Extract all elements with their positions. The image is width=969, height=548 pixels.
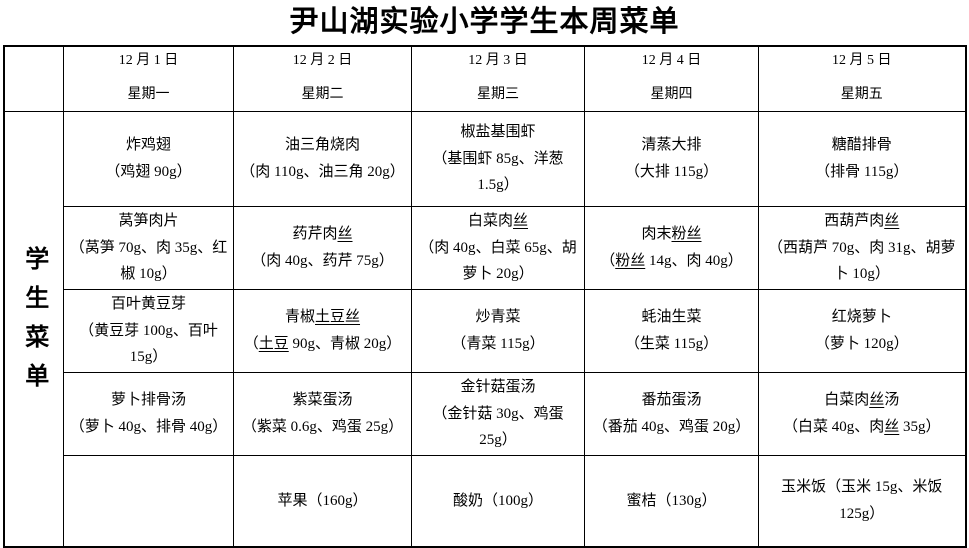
- day-header-friday: 12 月 5 日 星期五: [758, 45, 966, 112]
- dish-name: 苹果（160g）: [277, 492, 368, 509]
- dish-detail: （肉 40g、白菜 65g、胡萝卜 20g）: [419, 239, 577, 283]
- dish-detail: （黄豆芽 100g、百叶 15g）: [79, 322, 218, 366]
- dish-detail: （大排 115g）: [624, 163, 719, 180]
- menu-cell: 玉米饭（玉米 15g、米饭 125g）: [758, 455, 966, 548]
- dish-name: 药芹肉丝: [292, 226, 353, 243]
- menu-cell: 青椒土豆丝 （土豆 90g、青椒 20g）: [233, 288, 412, 374]
- weekday-label: 星期二: [301, 87, 344, 103]
- menu-cell: 金针菇蛋汤 （金针菇 30g、鸡蛋 25g）: [411, 372, 585, 457]
- menu-cell: 糖醋排骨 （排骨 115g）: [758, 110, 966, 207]
- weekday-label: 星期五: [840, 87, 883, 103]
- day-header-tuesday: 12 月 2 日 星期二: [233, 45, 412, 112]
- dish-name: 蜜桔（130g）: [626, 492, 717, 509]
- table-row-dish-3: 百叶黄豆芽 （黄豆芽 100g、百叶 15g） 青椒土豆丝 （土豆 90g、青椒…: [4, 288, 966, 374]
- day-header-wednesday: 12 月 3 日 星期三: [411, 45, 585, 112]
- dish-detail: （生菜 115g）: [624, 335, 719, 352]
- dish-name: 番茄蛋汤: [641, 392, 702, 409]
- menu-cell: 莴笋肉片 （莴笋 70g、肉 35g、红椒 10g）: [63, 205, 234, 290]
- table-header-row: 12 月 1 日 星期一 12 月 2 日 星期二 12 月 3 日 星期三 1…: [3, 45, 966, 112]
- menu-cell: 萝卜排骨汤 （萝卜 40g、排骨 40g）: [63, 372, 234, 457]
- menu-cell: 白菜肉丝汤 （白菜 40g、肉丝 35g）: [758, 372, 966, 457]
- dish-name: 蚝油生菜: [641, 309, 702, 326]
- weekday-label: 星期四: [650, 87, 693, 103]
- menu-cell: 白菜肉丝 （肉 40g、白菜 65g、胡萝卜 20g）: [411, 205, 585, 290]
- dish-name: 白菜肉丝汤: [824, 392, 900, 409]
- menu-cell: 番茄蛋汤 （番茄 40g、鸡蛋 20g）: [584, 372, 759, 457]
- weekday-label: 星期三: [477, 87, 519, 103]
- table-row-dish-2: 莴笋肉片 （莴笋 70g、肉 35g、红椒 10g） 药芹肉丝 （肉 40g、药…: [4, 205, 966, 290]
- dish-name: 椒盐基围虾: [460, 123, 536, 140]
- date-label: 12 月 5 日: [832, 53, 892, 69]
- dish-name: 玉米饭（玉米 15g、米饭 125g）: [781, 479, 943, 523]
- side-header-cell: 学生菜单: [3, 110, 64, 548]
- dish-name: 金针菇蛋汤: [460, 379, 536, 396]
- menu-cell: 炸鸡翅 （鸡翅 90g）: [63, 110, 234, 207]
- menu-cell: 酸奶（100g）: [411, 455, 585, 548]
- menu-cell: [63, 455, 234, 548]
- menu-cell: 紫菜蛋汤 （紫菜 0.6g、鸡蛋 25g）: [233, 372, 412, 457]
- dish-detail: （番茄 40g、鸡蛋 20g）: [592, 419, 751, 436]
- dish-name: 青椒土豆丝: [284, 309, 361, 326]
- dish-name: 百叶黄豆芽: [110, 295, 186, 312]
- weekly-menu-table: 12 月 1 日 星期一 12 月 2 日 星期二 12 月 3 日 星期三 1…: [2, 44, 967, 548]
- dish-name: 糖醋排骨: [831, 137, 892, 154]
- dish-detail: （萝卜 40g、排骨 40g）: [69, 419, 228, 436]
- dish-name: 炸鸡翅: [125, 137, 171, 154]
- dish-name: 西葫芦肉丝: [824, 212, 900, 229]
- table-row-fruit: 苹果（160g） 酸奶（100g） 蜜桔（130g） 玉米饭（玉米 15g、米饭…: [4, 455, 966, 548]
- day-header-thursday: 12 月 4 日 星期四: [584, 45, 759, 112]
- dish-detail: （西葫芦 70g、肉 31g、胡萝卜 10g）: [767, 239, 956, 283]
- dish-detail: （青菜 115g）: [451, 335, 545, 352]
- dish-name: 白菜肉丝: [467, 212, 529, 229]
- side-label: 学生菜单: [20, 246, 47, 403]
- menu-cell: 红烧萝卜 （萝卜 120g）: [758, 288, 966, 374]
- dish-name: 莴笋肉片: [118, 212, 179, 229]
- weekday-label: 星期一: [127, 87, 170, 103]
- dish-detail: （肉 40g、药芹 75g）: [251, 252, 394, 269]
- table-row-dish-1: 学生菜单 炸鸡翅 （鸡翅 90g） 油三角烧肉 （肉 110g、油三角 20g）…: [3, 110, 966, 548]
- dish-detail: （莴笋 70g、肉 35g、红椒 10g）: [69, 239, 228, 283]
- dish-detail: （肉 110g、油三角 20g）: [240, 163, 405, 180]
- menu-cell: 肉末粉丝 （粉丝 14g、肉 40g）: [584, 205, 759, 290]
- dish-detail: （基围虾 85g、洋葱 1.5g）: [432, 150, 564, 194]
- dish-name: 红烧萝卜: [831, 309, 892, 326]
- day-header-monday: 12 月 1 日 星期一: [63, 45, 234, 112]
- menu-cell: 蚝油生菜 （生菜 115g）: [584, 288, 759, 374]
- dish-name: 萝卜排骨汤: [110, 392, 186, 409]
- dish-name: 油三角烧肉: [284, 137, 360, 154]
- date-label: 12 月 3 日: [468, 53, 528, 69]
- menu-cell: 百叶黄豆芽 （黄豆芽 100g、百叶 15g）: [63, 288, 234, 374]
- dish-detail: （土豆 90g、青椒 20g）: [243, 335, 402, 352]
- dish-name: 炒青菜: [475, 309, 521, 326]
- date-label: 12 月 4 日: [641, 53, 702, 69]
- table-row-dish-4: 萝卜排骨汤 （萝卜 40g、排骨 40g） 紫菜蛋汤 （紫菜 0.6g、鸡蛋 2…: [4, 372, 966, 457]
- corner-cell: [3, 45, 64, 112]
- menu-cell: 清蒸大排 （大排 115g）: [584, 110, 759, 207]
- menu-cell: 西葫芦肉丝 （西葫芦 70g、肉 31g、胡萝卜 10g）: [758, 205, 966, 290]
- page-title: 尹山湖实验小学学生本周菜单: [289, 6, 680, 38]
- menu-cell: 椒盐基围虾 （基围虾 85g、洋葱 1.5g）: [411, 110, 585, 207]
- dish-detail: （萝卜 120g）: [814, 335, 909, 352]
- menu-cell: 苹果（160g）: [233, 455, 412, 548]
- dish-name: 紫菜蛋汤: [292, 392, 353, 409]
- dish-name: 肉末粉丝: [641, 226, 702, 243]
- dish-detail: （排骨 115g）: [815, 163, 909, 180]
- menu-cell: 蜜桔（130g）: [584, 455, 759, 548]
- menu-cell: 炒青菜 （青菜 115g）: [411, 288, 585, 374]
- dish-detail: （金针菇 30g、鸡蛋 25g）: [432, 405, 564, 449]
- dish-detail: （粉丝 14g、肉 40g）: [600, 252, 743, 269]
- dish-name: 酸奶（100g）: [452, 492, 543, 509]
- dish-name: 清蒸大排: [641, 137, 702, 154]
- date-label: 12 月 2 日: [292, 53, 353, 69]
- menu-cell: 油三角烧肉 （肉 110g、油三角 20g）: [233, 110, 412, 207]
- menu-cell: 药芹肉丝 （肉 40g、药芹 75g）: [233, 205, 412, 290]
- dish-detail: （鸡翅 90g）: [105, 163, 192, 180]
- dish-detail: （紫菜 0.6g、鸡蛋 25g）: [241, 419, 404, 436]
- date-label: 12 月 1 日: [118, 53, 179, 69]
- dish-detail: （白菜 40g、肉丝 35g）: [782, 419, 941, 436]
